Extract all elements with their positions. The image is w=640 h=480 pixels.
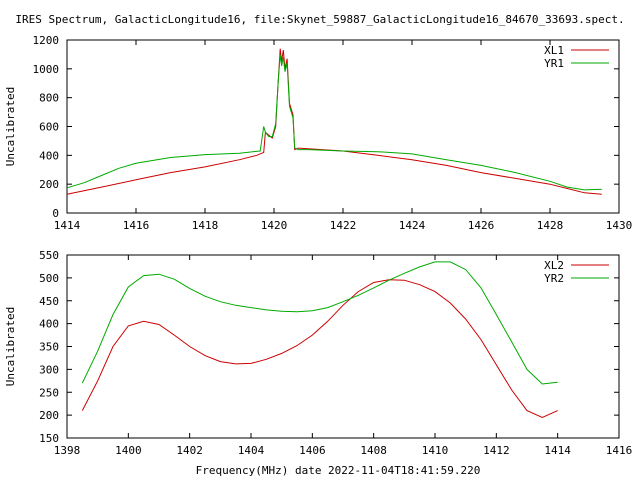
series-line-yr2	[81, 261, 558, 385]
x-tick-label: 1400	[115, 444, 142, 457]
y-tick-label: 0	[52, 207, 59, 220]
plot-frame	[66, 39, 620, 214]
x-tick-label: 1412	[483, 444, 510, 457]
y-tick-label: 500	[39, 272, 59, 285]
x-tick-label: 1416	[123, 219, 150, 232]
series-line-yr1	[66, 54, 602, 191]
x-tick-label: 1426	[468, 219, 495, 232]
chart-panel-2: 1398 1400 1402 1404 1406 1408 1410 1412 1414 1416…	[4, 249, 632, 457]
x-tick-label: 1418	[192, 219, 219, 232]
y-tick-label: 800	[39, 92, 59, 105]
y-tick-label: 400	[39, 318, 59, 331]
y-tick-label: 400	[39, 149, 59, 162]
x-tick-label: 1404	[238, 444, 265, 457]
y-axis-label: Uncalibrated	[4, 307, 17, 386]
x-tick-label: 1414	[54, 219, 81, 232]
legend-label: XL2	[544, 259, 564, 272]
x-tick-label: 1422	[330, 219, 357, 232]
series-line-xl2	[81, 279, 558, 418]
legend-label: YR2	[544, 272, 564, 285]
legend-label: XL1	[544, 44, 564, 57]
y-tick-label: 150	[39, 432, 59, 445]
x-tick-label: 1414	[544, 444, 571, 457]
x-tick-label: 1420	[261, 219, 288, 232]
y-tick-label: 550	[39, 249, 59, 262]
x-tick-label: 1428	[537, 219, 564, 232]
plot-frame	[66, 254, 620, 439]
x-tick-label: 1402	[176, 444, 203, 457]
y-tick-label: 1200	[33, 34, 60, 47]
legend-label: YR1	[544, 57, 564, 70]
chart-panel-1: 1414 1416 1418 1420 1422 1424 1426 1428 1430 0 200…	[4, 34, 632, 232]
chart-panels: 1414 1416 1418 1420 1422 1424 1426 1428 1430 0 200…	[4, 34, 632, 457]
y-tick-label: 450	[39, 295, 59, 308]
x-tick-label: 1408	[360, 444, 387, 457]
x-tick-label: 1406	[299, 444, 326, 457]
x-axis-label: Frequency(MHz) date 2022-11-04T18:41:59.…	[196, 464, 481, 477]
y-tick-label: 350	[39, 341, 59, 354]
x-tick-label: 1398	[54, 444, 81, 457]
y-tick-label: 200	[39, 178, 59, 191]
x-tick-label: 1424	[399, 219, 426, 232]
y-tick-label: 200	[39, 409, 59, 422]
y-tick-label: 250	[39, 386, 59, 399]
y-tick-label: 1000	[33, 63, 60, 76]
x-tick-label: 1416	[606, 444, 633, 457]
x-tick-label: 1410	[422, 444, 449, 457]
series-line-xl1	[66, 48, 602, 195]
x-tick-label: 1430	[606, 219, 633, 232]
y-tick-label: 600	[39, 121, 59, 134]
y-axis-label: Uncalibrated	[4, 87, 17, 166]
chart-title: IRES Spectrum, GalacticLongitude16, file…	[15, 13, 624, 26]
y-tick-label: 300	[39, 363, 59, 376]
